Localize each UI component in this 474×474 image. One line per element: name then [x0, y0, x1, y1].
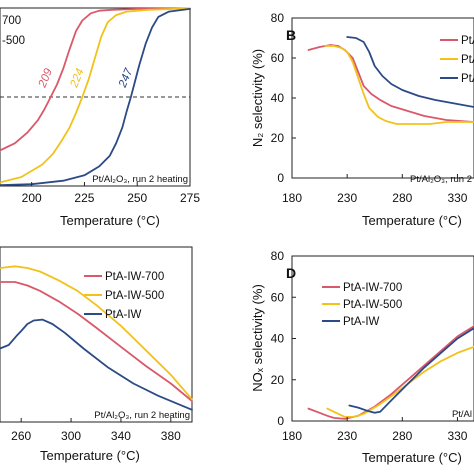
panel-d-xtick-label: 230 [337, 429, 357, 443]
panel-a-xtick-label: 250 [127, 191, 147, 205]
panel-b-ytick-label: 80 [271, 11, 285, 25]
panel-a-xlabel: Temperature (°C) [60, 213, 160, 228]
panel-b-legend-label-3: PtA [461, 73, 474, 85]
panel-a-xtick-label: 225 [74, 191, 94, 205]
panel-c-xtick-label: 340 [111, 429, 131, 443]
panel-d-series-line-2 [326, 345, 474, 418]
panel-a-data-label-2: 224 [68, 67, 87, 90]
panel-d-ytick-label: 20 [271, 373, 285, 387]
panel-b-series-line-3 [346, 36, 474, 108]
panel-a-series-line-2 [0, 7, 191, 184]
panel-c-xtick-label: 260 [11, 429, 31, 443]
panel-c-legend-label-1: PtA-IW-700 [105, 271, 164, 283]
panel-d-letter: D [286, 265, 296, 281]
panel-a-data-label-3: 247 [117, 66, 136, 90]
panel-b-letter: B [286, 27, 296, 43]
panel-a-series-line-3 [0, 8, 191, 186]
panel-c-xtick-label: 380 [161, 429, 181, 443]
panel-b-annotation: Pt/Al₂O₃, run 2 [410, 174, 472, 185]
panel-b-ytick-label: 60 [271, 51, 285, 65]
panel-a-data-label-1: 209 [36, 66, 55, 90]
panel-b-xlabel: Temperature (°C) [362, 213, 462, 228]
panel-d-ytick-label: 0 [277, 414, 284, 428]
panel-d-series-line-1 [307, 325, 474, 420]
panel-b-frame [291, 17, 474, 179]
panel-b-xtick-label: 280 [392, 191, 412, 205]
panel-b: 180 230 280 330 0 20 40 60 80 B Temperature (°C)… [250, 11, 474, 228]
panel-b-xtick-label: 230 [337, 191, 357, 205]
panel-a-series-line-1 [0, 7, 191, 152]
panel-a-legend-entry-2: -500 [2, 35, 25, 47]
panel-d-series-line-3 [348, 327, 474, 414]
panel-d-xtick-label: 180 [282, 429, 302, 443]
panel-c-series-line-1 [0, 281, 193, 402]
panel-b-xtick-label: 330 [447, 191, 467, 205]
panel-d-legend-label-3: PtA-IW [343, 316, 380, 328]
panel-b-ytick-label: 20 [271, 131, 285, 145]
panel-a-xtick-label: 275 [180, 191, 200, 205]
panel-d: 180 230 280 330 0 20 40 60 80 D Temperature (°C)… [250, 249, 474, 465]
panel-c-frame [0, 246, 193, 423]
panel-c-xtick-label: 300 [61, 429, 81, 443]
panel-a-annotation: Pt/Al₂O₃, run 2 heating [92, 174, 188, 185]
panel-b-ylabel: N₂ selectivity (%) [250, 49, 265, 147]
panel-b-legend-label-1: PtA [461, 35, 474, 47]
panel-d-xlabel: Temperature (°C) [362, 450, 462, 465]
panel-d-xtick-label: 330 [447, 429, 467, 443]
panel-d-annotation: Pt/Al [452, 409, 472, 420]
panel-a-legend-entry-1: 700 [2, 15, 21, 27]
panel-d-xtick-label: 280 [392, 429, 412, 443]
panel-d-ytick-label: 80 [271, 249, 285, 263]
panel-c-series-line-3 [0, 318, 193, 411]
panel-c-legend-label-2: PtA-IW-500 [105, 290, 164, 302]
panel-c-xlabel: Temperature (°C) [40, 448, 140, 463]
panel-d-frame [291, 255, 474, 422]
panel-d-legend-label-1: PtA-IW-700 [343, 282, 402, 294]
panel-d-ylabel: NOₓ selectivity (%) [250, 284, 265, 392]
panel-d-ytick-label: 40 [271, 332, 285, 346]
panel-d-ytick-label: 60 [271, 290, 285, 304]
panel-b-ytick-label: 0 [277, 171, 284, 185]
panel-c-series-line-2 [0, 265, 193, 401]
panel-c-legend-label-3: PtA-IW [105, 309, 142, 321]
panel-b-legend-label-2: PtA [461, 54, 474, 66]
panel-b-ytick-label: 40 [271, 91, 285, 105]
panel-c-annotation: Pt/Al₂O₃, run 2 heating [94, 410, 190, 421]
panel-b-xtick-label: 180 [282, 191, 302, 205]
panel-c: 260 300 340 380 Temperature (°C) Pt/Al₂O₃, … [0, 246, 193, 463]
panel-a: 200 225 250 275 Temperature (°C) Pt/Al₂O₃, … [0, 7, 200, 228]
panel-d-legend-label-2: PtA-IW-500 [343, 299, 402, 311]
panel-b-series-line-2 [324, 45, 474, 125]
panel-a-xtick-label: 200 [22, 191, 42, 205]
